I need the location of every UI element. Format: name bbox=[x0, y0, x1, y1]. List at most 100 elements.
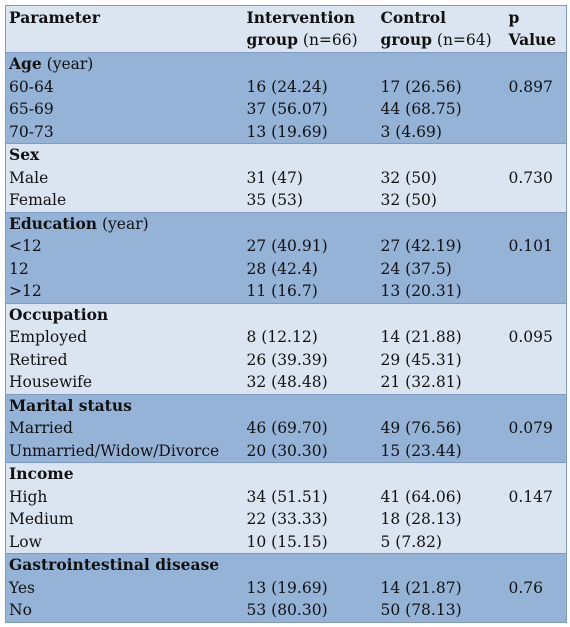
table-row: 12 28 (42.4) 24 (37.5) bbox=[6, 258, 567, 281]
p-value: 0.76 bbox=[508, 578, 544, 597]
group-header-row: Sex bbox=[6, 144, 567, 167]
control-value: 15 (23.44) bbox=[380, 441, 462, 460]
group-title-cell: Gastrointestinal disease bbox=[6, 554, 567, 577]
control-value: 18 (28.13) bbox=[380, 510, 462, 528]
table-row: Housewife 32 (48.48) 21 (32.81) bbox=[6, 371, 567, 394]
row-label: 65-69 bbox=[9, 100, 54, 118]
table-row: Employed 8 (12.12) 14 (21.88) 0.095 bbox=[6, 326, 567, 349]
row-label: Married bbox=[9, 419, 73, 437]
table-container: Parameter Intervention group (n=66) Contr… bbox=[5, 5, 567, 623]
p-value bbox=[506, 258, 567, 281]
control-value: 32 (50) bbox=[380, 168, 437, 187]
table-row: Medium 22 (33.33) 18 (28.13) bbox=[6, 508, 567, 531]
row-label: Retired bbox=[9, 350, 68, 369]
group-header-row: Marital status bbox=[6, 394, 567, 417]
group-title: Gastrointestinal disease bbox=[9, 555, 220, 574]
control-value: 5 (7.82) bbox=[380, 532, 442, 551]
intervention-value: 53 (80.30) bbox=[246, 601, 328, 619]
group-title: Occupation bbox=[9, 304, 109, 324]
group-unit: (year) bbox=[46, 55, 94, 73]
intervention-value: 11 (16.7) bbox=[246, 282, 318, 300]
row-label: High bbox=[9, 487, 48, 506]
row-label: <12 bbox=[9, 237, 42, 255]
p-value bbox=[506, 189, 567, 212]
table-row: >12 11 (16.7) 13 (20.31) bbox=[6, 280, 567, 303]
p-value bbox=[506, 440, 567, 463]
intervention-value: 16 (24.24) bbox=[246, 77, 328, 96]
control-value: 3 (4.69) bbox=[380, 122, 442, 141]
intervention-value: 22 (33.33) bbox=[246, 510, 328, 528]
intervention-value: 37 (56.07) bbox=[246, 100, 328, 118]
intervention-value: 13 (19.69) bbox=[246, 578, 328, 597]
row-label: Male bbox=[9, 168, 49, 187]
control-value: 41 (64.06) bbox=[380, 487, 462, 506]
intervention-value: 34 (51.51) bbox=[246, 487, 328, 506]
table-row: Female 35 (53) 32 (50) bbox=[6, 189, 567, 212]
p-value: 0.897 bbox=[508, 77, 553, 96]
header-intervention: Intervention group (n=66) bbox=[246, 8, 358, 49]
intervention-value: 35 (53) bbox=[246, 191, 303, 209]
group-title-cell: Age (year) bbox=[6, 53, 567, 76]
group-title: Education bbox=[9, 213, 98, 233]
group-title: Sex bbox=[9, 145, 40, 164]
row-label: Housewife bbox=[9, 373, 93, 391]
table-row: Low 10 (15.15) 5 (7.82) bbox=[6, 531, 567, 554]
p-value bbox=[506, 349, 567, 372]
row-label: Low bbox=[9, 532, 42, 551]
header-p-value: p Value bbox=[508, 8, 557, 49]
intervention-value: 46 (69.70) bbox=[246, 419, 328, 437]
group-title-cell: Education (year) bbox=[6, 212, 567, 235]
table-row: Retired 26 (39.39) 29 (45.31) bbox=[6, 349, 567, 372]
row-label: >12 bbox=[9, 282, 42, 300]
group-title: Marital status bbox=[9, 395, 132, 415]
p-value: 0.147 bbox=[508, 487, 553, 506]
p-value bbox=[506, 121, 567, 144]
control-value: 24 (37.5) bbox=[380, 259, 452, 278]
table-row: No 53 (80.30) 50 (78.13) bbox=[6, 599, 567, 622]
table-group: Education (year) <12 27 (40.91) 27 (42.19) 0… bbox=[5, 212, 567, 303]
table-row: Yes 13 (19.69) 14 (21.87) 0.76 bbox=[6, 577, 567, 600]
group-header-row: Occupation bbox=[6, 303, 567, 326]
table-row: Male 31 (47) 32 (50) 0.730 bbox=[6, 167, 567, 190]
control-value: 17 (26.56) bbox=[380, 77, 462, 96]
row-label: Yes bbox=[9, 578, 36, 597]
intervention-value: 28 (42.4) bbox=[246, 259, 318, 278]
group-unit: (year) bbox=[102, 214, 149, 233]
intervention-value: 8 (12.12) bbox=[246, 328, 318, 346]
group-title: Age bbox=[9, 54, 42, 73]
row-label: 70-73 bbox=[9, 122, 54, 141]
p-value bbox=[506, 371, 567, 394]
group-header-row: Education (year) bbox=[6, 212, 567, 235]
row-label: Female bbox=[9, 191, 67, 209]
p-value bbox=[506, 531, 567, 554]
control-value: 21 (32.81) bbox=[380, 373, 462, 391]
table-group: Gastrointestinal disease Yes 13 (19.69) 14 … bbox=[5, 553, 567, 622]
control-value: 44 (68.75) bbox=[380, 100, 462, 118]
group-header-row: Age (year) bbox=[6, 53, 567, 76]
intervention-value: 32 (48.48) bbox=[246, 373, 328, 391]
p-value: 0.730 bbox=[508, 168, 553, 187]
group-title-cell: Marital status bbox=[6, 394, 567, 417]
table-row: 70-73 13 (19.69) 3 (4.69) bbox=[6, 121, 567, 144]
control-value: 14 (21.87) bbox=[380, 578, 462, 597]
control-value: 32 (50) bbox=[380, 191, 437, 209]
table-row: 65-69 37 (56.07) 44 (68.75) bbox=[6, 98, 567, 121]
table-row: Unmarried/Widow/Divorce 20 (30.30) 15 (23.… bbox=[6, 440, 567, 463]
demographics-table: Parameter Intervention group (n=66) Contr… bbox=[5, 5, 567, 623]
table-group: Marital status Married 46 (69.70) 49 (76.56… bbox=[5, 394, 567, 463]
group-title-cell: Occupation bbox=[6, 303, 567, 326]
p-value: 0.101 bbox=[508, 237, 553, 255]
control-value: 29 (45.31) bbox=[380, 350, 462, 369]
table-group: Income High 34 (51.51) 41 (64.06) 0.147 Mediu… bbox=[5, 462, 567, 554]
intervention-value: 26 (39.39) bbox=[246, 350, 328, 369]
intervention-value: 13 (19.69) bbox=[246, 122, 328, 141]
intervention-value: 20 (30.30) bbox=[246, 441, 328, 460]
p-value bbox=[506, 508, 567, 531]
row-label: 60-64 bbox=[9, 77, 54, 96]
group-title: Income bbox=[9, 464, 74, 483]
table-group: Occupation Employed 8 (12.12) 14 (21.88) 0.0… bbox=[5, 303, 567, 394]
table-group: Age (year) 60-64 16 (24.24) 17 (26.56) 0.897… bbox=[5, 52, 567, 144]
p-value bbox=[506, 280, 567, 303]
header-row: Parameter Intervention group (n=66) Contr… bbox=[5, 5, 567, 53]
table-group: Sex Male 31 (47) 32 (50) 0.730 Female 35 (53) 3… bbox=[5, 143, 567, 212]
